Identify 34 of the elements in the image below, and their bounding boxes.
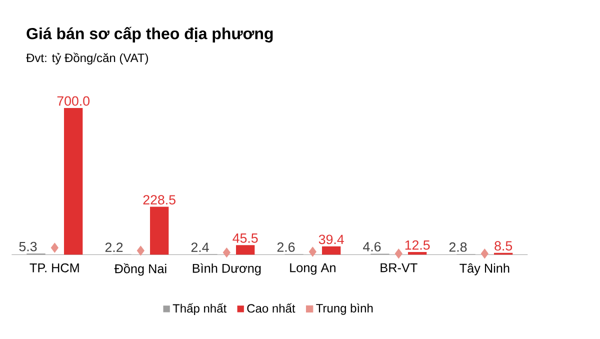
legend-label: Trung bình [316, 304, 373, 315]
x-tick-label: Bình Dương [192, 264, 261, 276]
data-label: 2.6 [277, 242, 295, 252]
legend-label: Thấp nhất [172, 303, 226, 316]
data-label: 5.3 [19, 242, 37, 252]
bar [150, 206, 169, 255]
point [136, 246, 144, 256]
chart-title: Giá bán sơ cấp theo địa phương [26, 26, 273, 43]
point [480, 248, 488, 259]
chart-subtitle: Đvt: tỷ Đồng/căn (VAT) [26, 52, 148, 65]
x-tick-label: Tây Ninh [460, 264, 510, 276]
data-label: 700.0 [57, 96, 90, 106]
x-tick-label: Đồng Nai [114, 264, 166, 276]
data-label: 2.4 [191, 242, 209, 252]
point [222, 248, 230, 258]
data-label: 2.8 [449, 242, 467, 252]
data-label: 39.4 [318, 234, 344, 244]
bar [64, 108, 83, 255]
data-label: 2.2 [105, 242, 123, 252]
data-label: 228.5 [143, 195, 176, 205]
bar [408, 252, 427, 255]
point [394, 248, 402, 259]
x-tick-label: Long An [290, 264, 336, 275]
data-label: 45.5 [232, 234, 258, 244]
x-tick-label: TP. HCM [30, 264, 79, 273]
point [308, 246, 316, 257]
x-tick-label: BR-VT [380, 264, 418, 272]
bar [322, 246, 341, 255]
data-label: 4.6 [363, 242, 381, 252]
bar [236, 245, 255, 255]
data-label: 12.5 [405, 240, 430, 250]
point [50, 242, 58, 253]
data-label: 8.5 [494, 241, 512, 251]
legend-label: Cao nhất [247, 303, 296, 313]
